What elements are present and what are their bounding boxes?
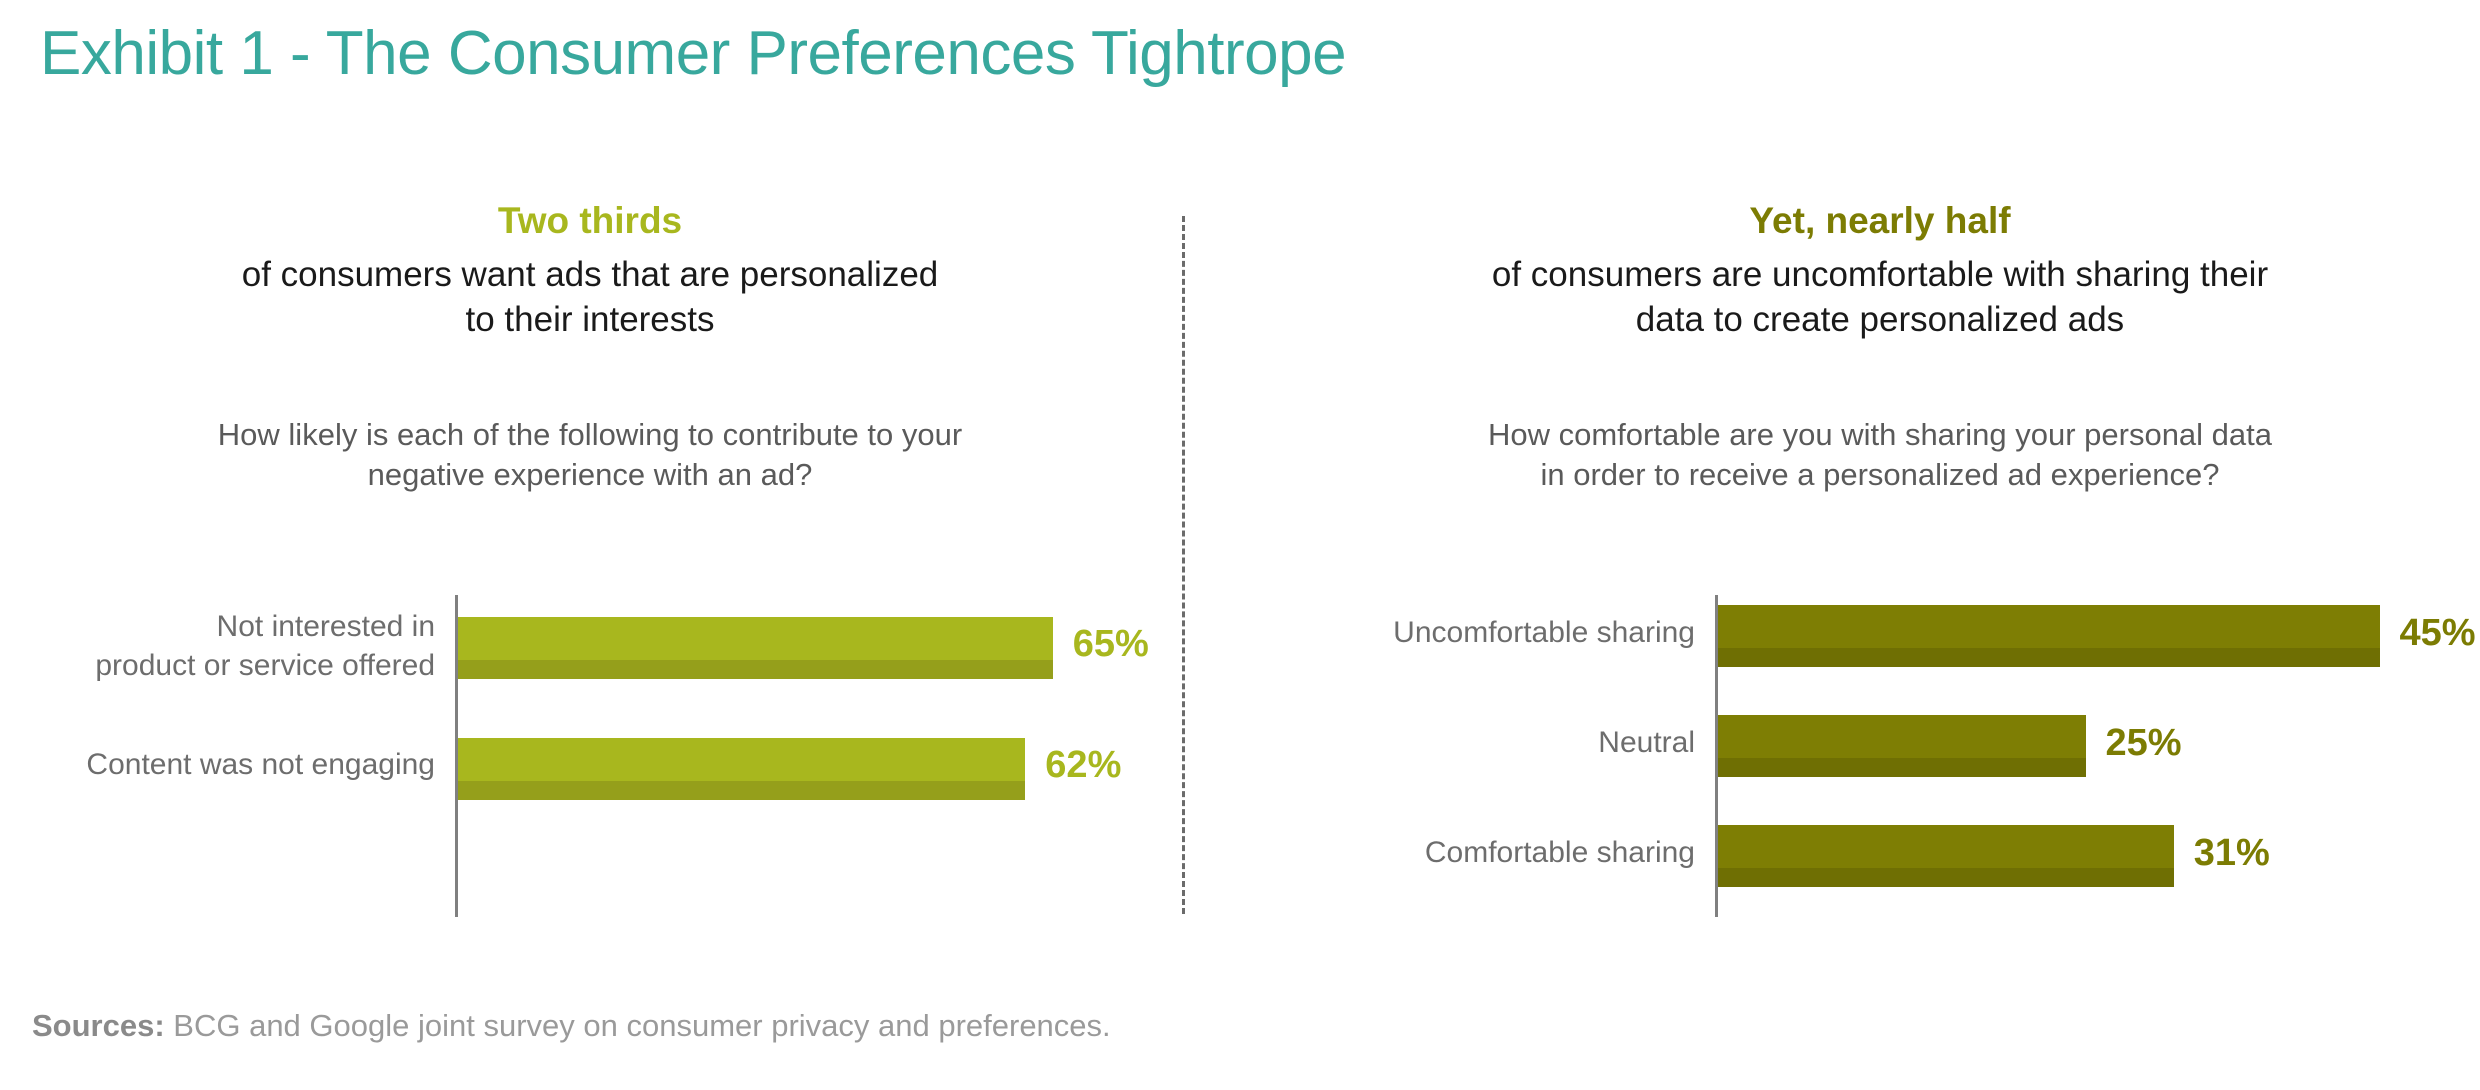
right-category-label-0: Uncomfortable sharing bbox=[1393, 616, 1695, 649]
left-panel: Two thirds of consumers want ads that ar… bbox=[30, 200, 1150, 495]
left-category-label-0: Not interested in product or service off… bbox=[95, 610, 435, 682]
bar-fill-dark bbox=[458, 781, 1026, 800]
bar-fill-dark bbox=[1718, 868, 2174, 887]
bar-fill-light bbox=[1718, 715, 2086, 759]
right-bar-1 bbox=[1718, 715, 2086, 777]
right-bar-chart: Uncomfortable sharing 45% Neutral 25% Co… bbox=[1330, 595, 2476, 917]
right-bar-0 bbox=[1718, 605, 2380, 667]
left-panel-question: How likely is each of the following to c… bbox=[217, 416, 963, 492]
bar-fill-light bbox=[458, 617, 1053, 661]
left-bar-value-1: 62% bbox=[1045, 744, 1122, 786]
right-panel: Yet, nearly half of consumers are uncomf… bbox=[1320, 200, 2440, 495]
panel-divider bbox=[1182, 216, 1185, 914]
sources-text: BCG and Google joint survey on consumer … bbox=[164, 1008, 1111, 1043]
left-bar-0 bbox=[458, 617, 1053, 679]
right-category-label-1: Neutral bbox=[1598, 726, 1695, 759]
bar-fill-light bbox=[458, 738, 1026, 782]
bar-fill-light bbox=[1718, 825, 2174, 869]
left-bar-value-0: 65% bbox=[1072, 623, 1149, 665]
right-panel-heading: Yet, nearly half bbox=[1749, 200, 2011, 241]
right-category-label-2: Comfortable sharing bbox=[1424, 836, 1695, 869]
left-panel-subheading: of consumers want ads that are personali… bbox=[241, 254, 939, 339]
right-panel-question: How comfortable are you with sharing you… bbox=[1487, 416, 2273, 492]
bar-fill-dark bbox=[1718, 758, 2086, 777]
bar-fill-dark bbox=[1718, 648, 2380, 667]
right-bar-value-1: 25% bbox=[2105, 722, 2182, 764]
bar-fill-light bbox=[1718, 605, 2380, 649]
left-bar-1 bbox=[458, 738, 1026, 800]
right-bar-2 bbox=[1718, 825, 2174, 887]
sources-label: Sources: bbox=[32, 1008, 165, 1043]
right-bar-value-0: 45% bbox=[2399, 612, 2476, 654]
page-title: Exhibit 1 - The Consumer Preferences Tig… bbox=[40, 19, 1347, 88]
left-panel-heading: Two thirds bbox=[497, 200, 683, 241]
left-bar-chart: Not interested in product or service off… bbox=[30, 595, 1160, 917]
right-bar-value-2: 31% bbox=[2193, 832, 2270, 874]
bar-fill-dark bbox=[458, 660, 1053, 679]
right-panel-subheading: of consumers are uncomfortable with shar… bbox=[1491, 254, 2269, 339]
right-chart-axis bbox=[1715, 595, 1718, 917]
left-chart-axis bbox=[455, 595, 458, 917]
left-category-label-1: Content was not engaging bbox=[86, 748, 435, 781]
sources-footer: Sources: BCG and Google joint survey on … bbox=[32, 1008, 1111, 1044]
